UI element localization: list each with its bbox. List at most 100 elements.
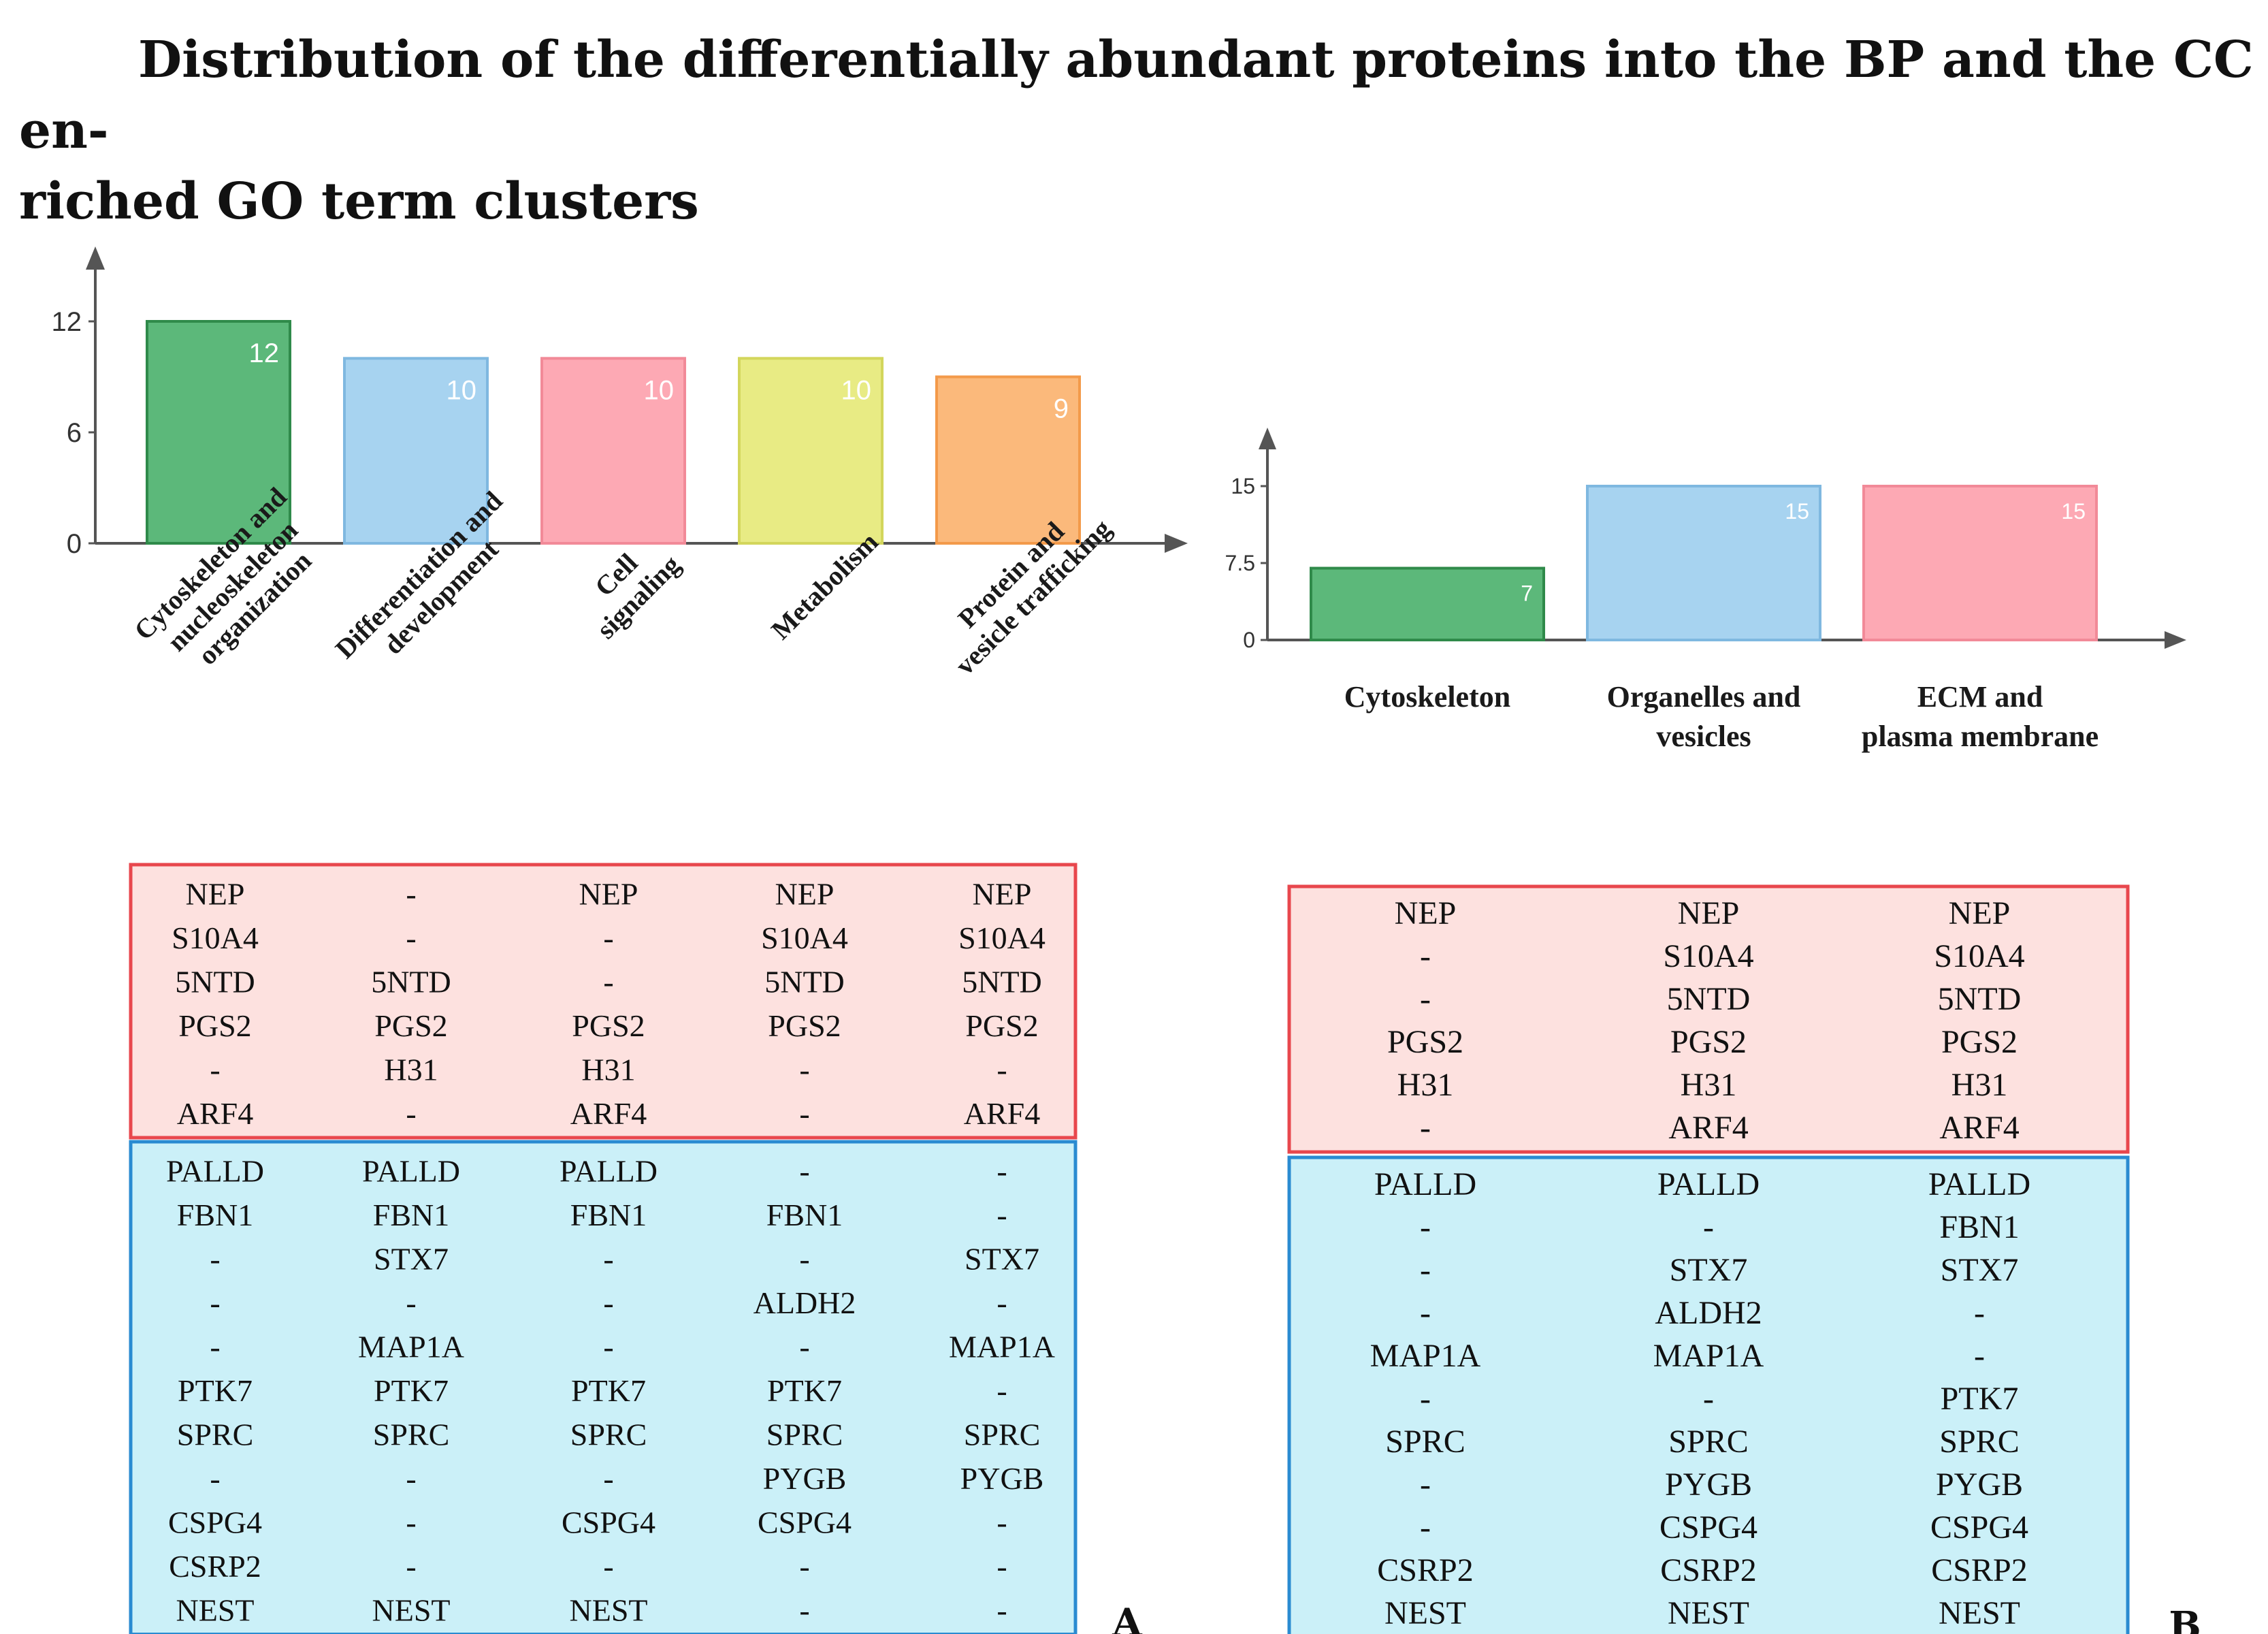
- table-a-cell: S10A4: [172, 920, 259, 955]
- table-b-cell: CSRP2: [1377, 1552, 1473, 1588]
- table-a-cell: -: [406, 1505, 416, 1540]
- table-b-cell: MAP1A: [1653, 1338, 1764, 1374]
- table-a-cell: -: [799, 1549, 809, 1584]
- table-a-cell: 5NTD: [764, 965, 845, 999]
- table-a-cell: CSRP2: [169, 1549, 261, 1584]
- chart-b-category-label: plasma membrane: [1862, 720, 2099, 753]
- table-b-cell: -: [1420, 981, 1431, 1017]
- table-b-cell: PYGB: [1665, 1467, 1752, 1503]
- table-b-cell: 5NTD: [1938, 981, 2022, 1017]
- chart-a-y-tick-label: 0: [67, 529, 82, 559]
- table-b-cell: NEP: [1395, 895, 1457, 931]
- table-a-cell: -: [799, 1096, 809, 1131]
- table-a-cell: -: [997, 1505, 1007, 1540]
- table-b-cell: PGS2: [1670, 1024, 1747, 1060]
- chart-a-bar-value-label: 10: [644, 375, 675, 405]
- chart-a-bar: [146, 320, 291, 545]
- table-a-cell: ARF4: [177, 1096, 253, 1131]
- chart-b-category-label: Cytoskeleton: [1344, 680, 1510, 714]
- table-a-cell: -: [799, 1593, 809, 1628]
- figure-title-line-2: riched GO term clusters: [19, 172, 699, 231]
- chart-b-x-axis-arrow: [2165, 631, 2186, 649]
- chart-a-bar: [738, 357, 884, 545]
- table-a-cell: -: [603, 1549, 613, 1584]
- chart-b-category-label: Organelles and: [1607, 680, 1801, 714]
- table-a-cell: NEST: [176, 1593, 255, 1628]
- table-b-cell: SPRC: [1385, 1424, 1465, 1460]
- table-b-cell: MAP1A: [1370, 1338, 1481, 1374]
- table-a-cell: PTK7: [178, 1373, 253, 1408]
- table-b-top-box: [1287, 884, 2130, 1154]
- table-a-cell: CSPG4: [562, 1505, 655, 1540]
- chart-a-y-axis-arrow: [86, 246, 105, 270]
- table-b-cell: -: [1974, 1295, 1985, 1331]
- table-a-cell: STX7: [374, 1242, 449, 1277]
- table-a-cell: NEST: [570, 1593, 648, 1628]
- table-b-cell: H31: [1681, 1067, 1737, 1103]
- table-a-cell: -: [210, 1285, 220, 1320]
- table-a-cell: -: [210, 1330, 220, 1364]
- table-a-cell: SPRC: [373, 1417, 450, 1452]
- table-b-cell: 5NTD: [1667, 981, 1751, 1017]
- table-a-cell: S10A4: [761, 920, 848, 955]
- table-b-cell: S10A4: [1663, 938, 1753, 974]
- table-a-cell: -: [603, 1285, 613, 1320]
- table-a-cell: -: [799, 1154, 809, 1189]
- table-a-cell: 5NTD: [175, 965, 255, 999]
- table-b-cell: -: [1420, 1509, 1431, 1545]
- table-a-cell: FBN1: [766, 1198, 843, 1232]
- chart-a-x-axis-arrow: [1165, 534, 1188, 553]
- figure-title: Distribution of the differentially abund…: [19, 25, 2258, 237]
- table-b-cell: PALLD: [1657, 1166, 1760, 1202]
- chart-a-bar: [540, 357, 686, 545]
- table-b-cell: PGS2: [1387, 1024, 1463, 1060]
- table-a-cell: S10A4: [958, 920, 1046, 955]
- table-a-cell: -: [997, 1549, 1007, 1584]
- table-a-cell: NEP: [775, 877, 835, 912]
- table-a-cell: -: [997, 1373, 1007, 1408]
- table-a-cell: PGS2: [572, 1008, 645, 1043]
- chart-a-bar-value-label: 10: [841, 375, 872, 405]
- table-a-cell: -: [603, 1461, 613, 1496]
- chart-a-bar-value-label: 9: [1054, 394, 1069, 424]
- table-b-cell: -: [1420, 1209, 1431, 1245]
- table-b-cell: PTK7: [1941, 1381, 2019, 1417]
- chart-b-bar: [1310, 566, 1545, 641]
- table-b-cell: -: [1420, 1467, 1431, 1503]
- table-b-cell: -: [1420, 1381, 1431, 1417]
- table-b-cell: STX7: [1941, 1252, 2019, 1288]
- table-a-cell: -: [799, 1053, 809, 1087]
- table-b-cell: H31: [1397, 1067, 1454, 1103]
- table-a-cell: PALLD: [560, 1154, 658, 1189]
- table-b-cell: SPRC: [1668, 1424, 1748, 1460]
- table-b-cell: FBN1: [1939, 1209, 2019, 1245]
- table-a-cell: -: [799, 1242, 809, 1277]
- table-b-cell: -: [1974, 1338, 1985, 1374]
- table-a-cell: MAP1A: [949, 1330, 1055, 1364]
- table-b-cell: ARF4: [1668, 1110, 1748, 1146]
- chart-b-y-axis-arrow: [1259, 428, 1276, 449]
- table-b-cell: CSRP2: [1931, 1552, 2027, 1588]
- figure-title-line-1: Distribution of the differentially abund…: [19, 31, 2254, 160]
- table-b-cell: NEP: [1678, 895, 1740, 931]
- table-b-cell: PYGB: [1936, 1467, 2023, 1503]
- table-a-cell: -: [210, 1461, 220, 1496]
- table-a-cell: -: [603, 1242, 613, 1277]
- table-a-cell: -: [406, 1549, 416, 1584]
- table-b-cell: NEST: [1384, 1595, 1466, 1631]
- table-b-cell: -: [1420, 1295, 1431, 1331]
- table-a-cell: FBN1: [570, 1198, 647, 1232]
- table-a-cell: PTK7: [571, 1373, 646, 1408]
- table-b-cell: PALLD: [1374, 1166, 1476, 1202]
- table-a-cell: -: [997, 1593, 1007, 1628]
- table-a-cell: -: [603, 965, 613, 999]
- table-a-cell: NEST: [372, 1593, 451, 1628]
- table-a-cell: SPRC: [177, 1417, 254, 1452]
- chart-b-category-label: vesicles: [1656, 720, 1751, 753]
- chart-b-bar-value-label: 7: [1521, 581, 1533, 606]
- table-a-cell: H31: [384, 1053, 438, 1087]
- table-a-cell: SPRC: [570, 1417, 647, 1452]
- chart-b-y-tick-label: 15: [1231, 474, 1255, 498]
- chart-b-y-tick-label: 0: [1243, 628, 1255, 652]
